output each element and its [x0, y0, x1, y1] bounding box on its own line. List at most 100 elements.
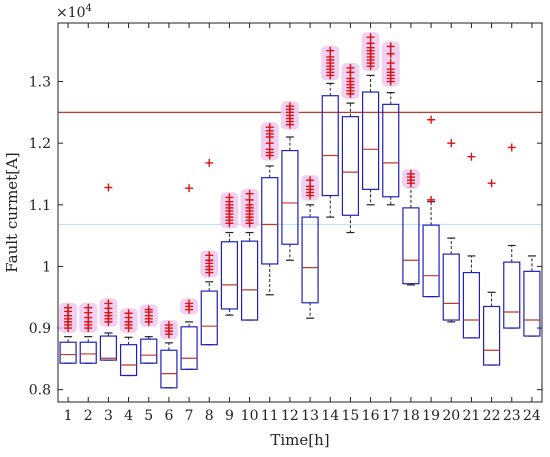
outlier-point	[487, 179, 496, 188]
outlier-point	[285, 102, 294, 111]
x-tick-label: 10	[241, 408, 259, 424]
outlier-point	[386, 49, 395, 58]
outlier-point	[245, 189, 254, 198]
y-tick-label: 0.9	[29, 321, 51, 337]
outlier-point	[386, 59, 395, 68]
box-body	[462, 271, 481, 339]
box-body	[301, 216, 319, 304]
outlier-point	[205, 251, 214, 260]
box-5	[139, 304, 158, 364]
box-body	[341, 116, 360, 216]
outlier-point	[447, 139, 456, 148]
boxes-layer	[59, 32, 541, 389]
box-body	[59, 341, 77, 364]
box-18	[401, 168, 420, 286]
outlier-point	[306, 176, 315, 185]
outlier-point	[346, 63, 355, 72]
x-tick-label: 14	[321, 408, 339, 424]
outlier-point	[225, 193, 234, 202]
box-body	[240, 240, 259, 321]
outlier-point	[427, 195, 436, 204]
outlier-point	[164, 320, 173, 329]
y-tick-label: 1.1	[29, 198, 51, 214]
box-body	[402, 207, 420, 285]
box-23	[503, 143, 521, 329]
outlier-point	[84, 303, 93, 312]
outlier-point	[406, 169, 415, 178]
box-21	[462, 152, 481, 339]
x-tick-label: 6	[164, 408, 173, 424]
outlier-point	[104, 183, 113, 192]
box-19	[422, 115, 440, 298]
y-tick-label: 0.8	[29, 383, 51, 399]
box-body	[119, 344, 138, 377]
outlier-point	[265, 123, 274, 132]
outlier-point	[507, 143, 516, 152]
y-tick-label: 1	[42, 259, 51, 275]
axis-ticks	[58, 23, 542, 402]
box-12	[280, 101, 299, 261]
box-13	[301, 175, 320, 319]
box-7	[180, 184, 199, 370]
outlier-point	[104, 299, 113, 308]
box-body	[160, 349, 178, 389]
outlier-point	[386, 42, 395, 51]
box-16	[361, 32, 380, 206]
y-exponent-base: ×10	[56, 5, 86, 21]
box-body	[220, 241, 239, 310]
box-body	[523, 270, 541, 337]
box-body	[99, 335, 118, 361]
x-tick-label: 9	[225, 408, 234, 424]
box-body	[321, 95, 339, 197]
box-14	[321, 45, 340, 218]
x-tick-label: 15	[342, 408, 360, 424]
y-exponent-power: 4	[86, 3, 92, 14]
box-15	[341, 62, 360, 234]
x-tick-label: 8	[205, 408, 214, 424]
box-body	[422, 224, 440, 298]
box-22	[482, 179, 501, 366]
box-8	[200, 158, 219, 346]
box-24	[523, 255, 541, 337]
x-tick-label: 11	[261, 408, 279, 424]
x-tick-label: 20	[442, 408, 460, 424]
x-tick-label: 21	[463, 408, 481, 424]
box-body	[442, 253, 460, 321]
y-tick-label: 1.3	[29, 75, 51, 91]
x-tick-label: 5	[144, 408, 153, 424]
y-exponent-label: ×104	[56, 3, 92, 21]
box-body	[281, 149, 299, 245]
x-tick-label: 24	[523, 408, 541, 424]
x-tick-label: 19	[422, 408, 440, 424]
box-20	[442, 139, 460, 323]
box-body	[503, 261, 521, 329]
y-axis-label: Fault curmet[A]	[3, 152, 21, 272]
box-4	[119, 308, 138, 377]
box-2	[79, 302, 98, 364]
x-axis-label: Time[h]	[270, 431, 329, 449]
box-3	[99, 183, 118, 361]
x-tick-label: 4	[124, 408, 133, 424]
outlier-point	[427, 115, 436, 124]
x-tick-label: 18	[402, 408, 420, 424]
outlier-point	[185, 299, 194, 308]
box-body	[382, 103, 400, 198]
outlier-point	[185, 184, 194, 193]
box-body	[261, 177, 279, 265]
box-6	[159, 319, 178, 389]
x-tick-label: 2	[84, 408, 93, 424]
plot-frame	[57, 22, 543, 403]
box-11	[260, 122, 279, 296]
outlier-point	[124, 309, 133, 318]
box-body	[180, 326, 198, 370]
box-10	[240, 188, 259, 321]
reference-lines	[58, 111, 542, 226]
box-body	[79, 341, 97, 364]
x-tick-label: 1	[64, 408, 73, 424]
x-tick-label: 13	[301, 408, 319, 424]
outlier-point	[64, 303, 73, 312]
box-body	[361, 91, 380, 190]
box-17	[381, 41, 400, 206]
